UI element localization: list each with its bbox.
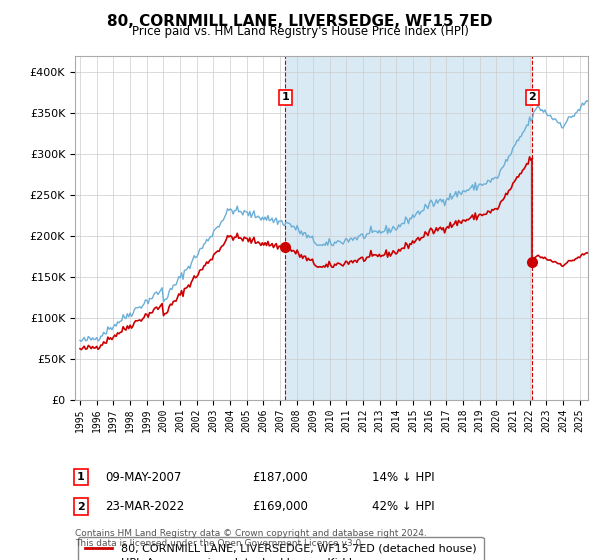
Text: Contains HM Land Registry data © Crown copyright and database right 2024.: Contains HM Land Registry data © Crown c… [75, 529, 427, 538]
Text: This data is licensed under the Open Government Licence v3.0.: This data is licensed under the Open Gov… [75, 539, 364, 548]
Bar [286, 56, 532, 400]
Text: 14% ↓ HPI: 14% ↓ HPI [372, 470, 434, 484]
Text: 2: 2 [529, 92, 536, 102]
Text: 1: 1 [77, 472, 85, 482]
Text: 2: 2 [77, 502, 85, 512]
Text: Price paid vs. HM Land Registry's House Price Index (HPI): Price paid vs. HM Land Registry's House … [131, 25, 469, 38]
Text: £187,000: £187,000 [252, 470, 308, 484]
Text: 1: 1 [281, 92, 289, 102]
Text: 09-MAY-2007: 09-MAY-2007 [105, 470, 181, 484]
Legend: 80, CORNMILL LANE, LIVERSEDGE, WF15 7ED (detached house), HPI: Average price, de: 80, CORNMILL LANE, LIVERSEDGE, WF15 7ED … [78, 537, 484, 560]
Text: 80, CORNMILL LANE, LIVERSEDGE, WF15 7ED: 80, CORNMILL LANE, LIVERSEDGE, WF15 7ED [107, 14, 493, 29]
Text: 42% ↓ HPI: 42% ↓ HPI [372, 500, 434, 514]
Text: 23-MAR-2022: 23-MAR-2022 [105, 500, 184, 514]
Text: £169,000: £169,000 [252, 500, 308, 514]
